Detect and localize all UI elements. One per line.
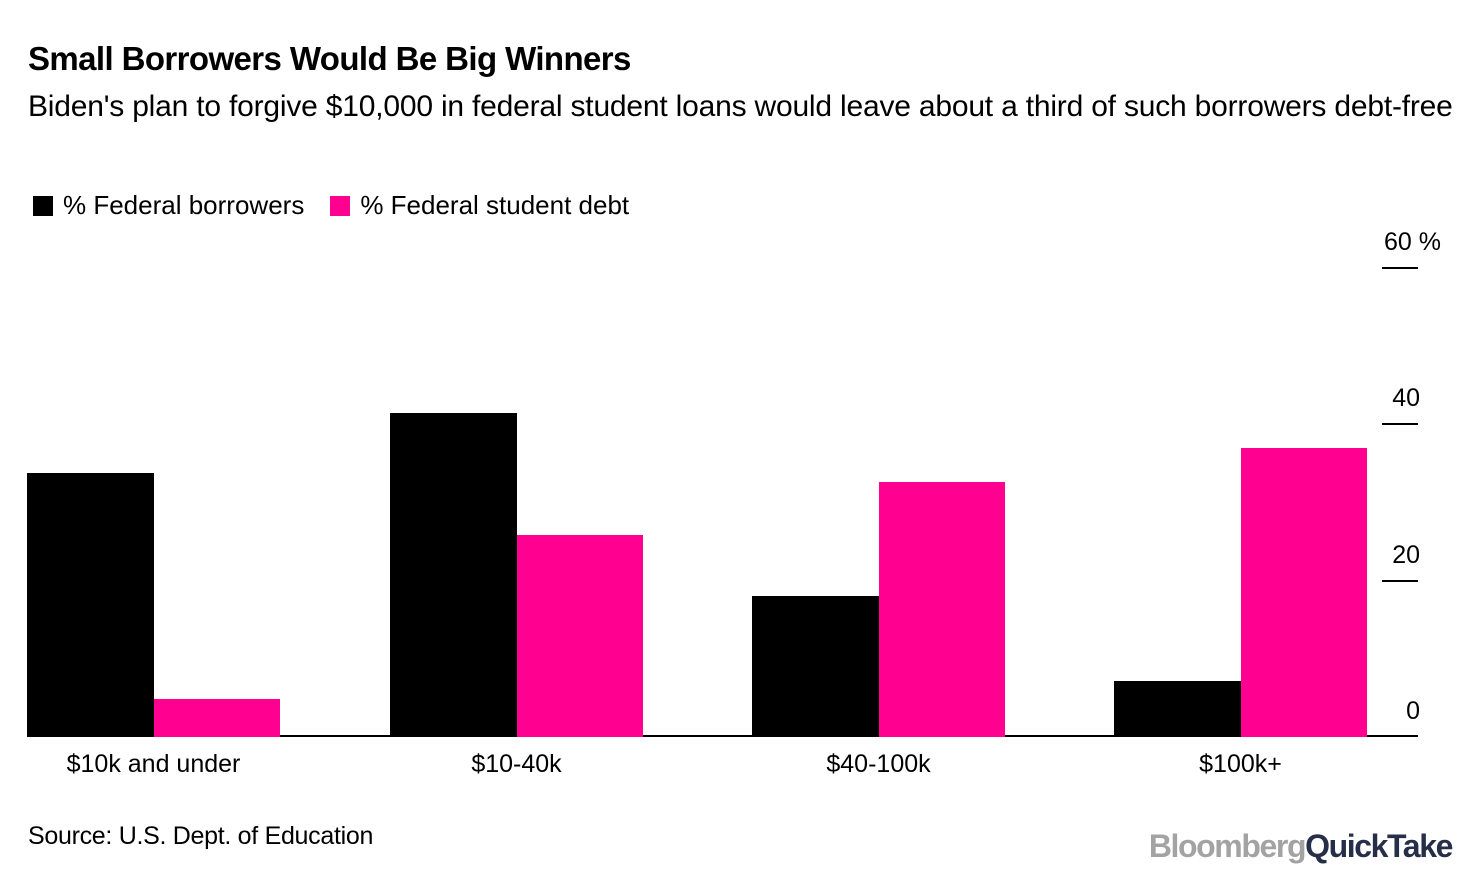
y-tick-line bbox=[1382, 423, 1418, 426]
chart-subtitle: Biden's plan to forgive $10,000 in feder… bbox=[28, 90, 1453, 123]
y-tick-label: 0 bbox=[1406, 697, 1420, 725]
x-axis-baseline bbox=[27, 735, 1418, 737]
legend-label-debt: % Federal student debt bbox=[360, 190, 630, 220]
legend-label-borrowers: % Federal borrowers bbox=[63, 190, 305, 220]
source-note: Source: U.S. Dept. of Education bbox=[28, 822, 374, 850]
x-tick-label: $40-100k bbox=[826, 750, 931, 778]
bar-borrowers bbox=[27, 472, 154, 737]
x-tick-label: $10-40k bbox=[471, 750, 562, 778]
y-tick-label: 60 % bbox=[1384, 228, 1441, 256]
bar-debt bbox=[153, 698, 280, 737]
legend-item-borrowers: % Federal borrowers bbox=[33, 190, 304, 221]
legend-swatch-borrowers bbox=[33, 195, 53, 216]
logo-bloomberg: Bloomberg bbox=[1148, 828, 1307, 864]
legend-swatch-debt bbox=[330, 195, 351, 216]
y-tick-line bbox=[1382, 267, 1418, 269]
y-tick-line bbox=[1382, 579, 1418, 582]
x-tick-label: $10k and under bbox=[66, 750, 241, 778]
bar-debt bbox=[1240, 447, 1367, 737]
legend: % Federal borrowers % Federal student de… bbox=[33, 190, 655, 221]
bar-debt bbox=[878, 482, 1005, 737]
y-tick-label: 20 bbox=[1392, 540, 1420, 569]
bar-borrowers bbox=[390, 413, 517, 737]
bar-borrowers bbox=[752, 595, 879, 737]
chart-title: Small Borrowers Would Be Big Winners bbox=[28, 40, 631, 77]
y-tick-label: 40 bbox=[1392, 384, 1420, 413]
legend-item-debt: % Federal student debt bbox=[330, 190, 629, 221]
logo-quicktake: QuickTake bbox=[1305, 828, 1453, 864]
bloomberg-quicktake-logo: BloombergQuickTake bbox=[1148, 828, 1454, 865]
bar-debt bbox=[516, 534, 643, 737]
bar-borrowers bbox=[1114, 680, 1241, 737]
x-tick-label: $100k+ bbox=[1199, 750, 1282, 778]
